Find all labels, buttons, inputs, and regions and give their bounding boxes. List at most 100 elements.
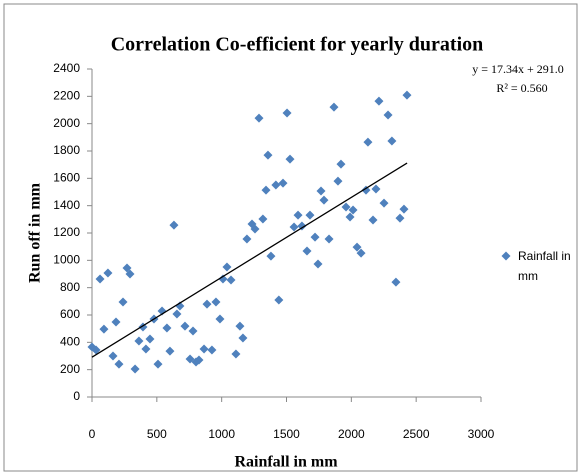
data-point (368, 215, 378, 225)
data-point (130, 364, 140, 374)
y-tick-label: 600 (60, 307, 80, 321)
data-point (379, 198, 389, 208)
data-point (371, 184, 381, 194)
data-point (145, 334, 155, 344)
data-point (333, 176, 343, 186)
data-point (348, 205, 358, 215)
data-point (285, 154, 295, 164)
data-point (363, 137, 373, 147)
data-point (336, 159, 346, 169)
data-point (108, 351, 118, 361)
data-point (297, 221, 307, 231)
data-point (282, 108, 292, 118)
data-point (316, 186, 326, 196)
y-tick-label: 1600 (53, 171, 80, 185)
data-point (169, 220, 179, 230)
data-point (263, 150, 273, 160)
data-point (293, 210, 303, 220)
y-tick-label: 2200 (53, 89, 80, 103)
data-point (188, 326, 198, 336)
y-tick-label: 0 (73, 389, 80, 403)
data-point (162, 323, 172, 333)
data-point (215, 314, 225, 324)
x-axis-label: Rainfall in mm (234, 454, 338, 471)
y-tick-label: 1800 (53, 143, 80, 157)
data-point (242, 234, 252, 244)
data-point (310, 232, 320, 242)
data-point (391, 277, 401, 287)
data-point (218, 274, 228, 284)
data-point (180, 321, 190, 331)
data-point (254, 113, 264, 123)
data-point (271, 180, 281, 190)
data-point (222, 262, 232, 272)
data-point (302, 246, 312, 256)
data-point (383, 110, 393, 120)
chart-title: Correlation Co-efficient for yearly dura… (111, 34, 484, 56)
data-point (125, 269, 135, 279)
data-point (258, 214, 268, 224)
data-point (118, 297, 128, 307)
data-point (199, 344, 209, 354)
data-point (274, 295, 284, 305)
data-point (172, 309, 182, 319)
y-tick-label: 2400 (53, 61, 80, 75)
data-point (289, 222, 299, 232)
x-tick-label: 1500 (273, 427, 300, 441)
y-tick-label: 200 (60, 362, 80, 376)
legend-marker (501, 251, 511, 261)
data-point (235, 321, 245, 331)
y-tick-label: 2000 (53, 116, 80, 130)
data-point (165, 346, 175, 356)
data-point (278, 178, 288, 188)
legend-label: Rainfall in mm (518, 249, 571, 283)
data-point (361, 185, 371, 195)
data-point (202, 299, 212, 309)
data-point (374, 96, 384, 106)
data-point (395, 213, 405, 223)
trendline (91, 162, 408, 358)
x-tick-label: 500 (147, 427, 167, 441)
chart-border (3, 3, 578, 472)
data-point (261, 185, 271, 195)
x-tick-label: 2000 (338, 427, 365, 441)
data-point (238, 333, 248, 343)
data-point (111, 317, 121, 327)
data-point (345, 212, 355, 222)
data-point (402, 90, 412, 100)
y-tick-label: 400 (60, 335, 80, 349)
y-tick-label: 1000 (53, 253, 80, 267)
data-point (95, 274, 105, 284)
data-point (313, 259, 323, 269)
data-point (399, 204, 409, 214)
data-point (387, 136, 397, 146)
data-point (250, 224, 260, 234)
x-tick-label: 0 (89, 427, 96, 441)
data-point (114, 359, 124, 369)
data-point (194, 355, 204, 365)
x-tick-label: 3000 (468, 427, 495, 441)
data-point (103, 268, 113, 278)
data-point (352, 242, 362, 252)
x-tick-label: 2500 (403, 427, 430, 441)
data-point (141, 344, 151, 354)
y-axis-label: Run off in mm (27, 182, 44, 283)
data-point (324, 234, 334, 244)
data-point (341, 202, 351, 212)
data-point (134, 336, 144, 346)
data-point (99, 324, 109, 334)
data-point (153, 359, 163, 369)
data-point (356, 248, 366, 258)
r-squared: R² = 0.560 (496, 81, 547, 95)
data-point (319, 195, 329, 205)
y-tick-label: 1200 (53, 225, 80, 239)
data-point (266, 251, 276, 261)
x-tick-label: 1000 (208, 427, 235, 441)
data-point (207, 345, 217, 355)
data-point (329, 102, 339, 112)
equation: y = 17.34x + 291.0 (472, 62, 564, 76)
data-point (226, 275, 236, 285)
data-point (91, 345, 101, 355)
